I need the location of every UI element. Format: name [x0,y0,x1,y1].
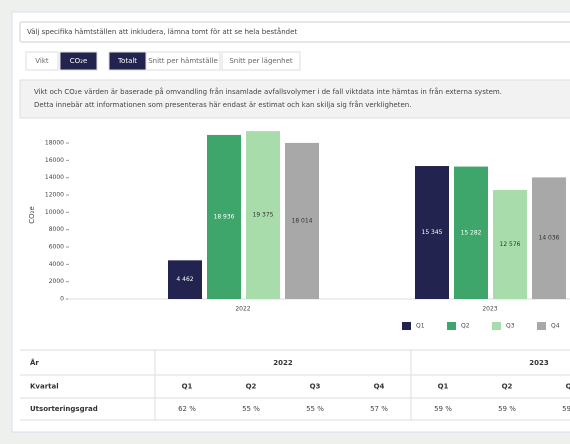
tab-label: Totalt [117,57,137,65]
y-tick-label: 2000 [49,278,64,285]
tab-label: CO₂e [70,57,88,65]
bar [168,260,202,299]
table-cell: Q2 [246,383,257,391]
legend-swatch [492,322,501,330]
notice-line: Vikt och CO₂e värden är baserade på omva… [34,87,502,96]
legend-swatch [537,322,546,330]
tab[interactable] [59,51,98,71]
table-cell: 59 % [562,405,570,413]
tab[interactable] [25,51,59,71]
table-cell: 59 % [498,405,516,413]
y-tick-label: 16000 [45,157,64,164]
value-label: 12 576 [500,241,521,248]
legend-label[interactable]: Q2 [461,323,470,330]
x-tick-label: 2023 [482,306,497,313]
legend-label[interactable]: Q4 [551,323,560,330]
tab-label: Vikt [35,57,49,65]
bar [454,166,488,299]
tab-label: Snitt per hämtställe [148,57,218,65]
bar [246,131,280,299]
y-tick-label: 18000 [45,140,64,147]
x-tick-label: 2022 [235,306,250,313]
table-header: 2023 [529,359,549,367]
value-label: 14 036 [539,235,560,242]
notice-box [19,79,570,119]
bar [285,142,319,299]
table-cell: 59 % [434,405,452,413]
tab-label: Snitt per lägenhet [229,57,293,65]
bar [207,134,241,299]
bar [493,190,527,299]
table-cell: Q4 [374,383,385,391]
table-cell: 55 % [242,405,260,413]
legend-label[interactable]: Q1 [416,323,425,330]
table-cell: 57 % [370,405,388,413]
y-tick-label: 4000 [49,261,64,268]
table-row-label: Utsorteringsgrad [30,405,98,413]
table-cell: Q3 [566,383,570,391]
table-cell: Q3 [310,383,321,391]
table-header: 2022 [273,359,293,367]
legend-swatch [402,322,411,330]
value-label: 15 282 [461,229,482,236]
value-label: 4 462 [176,276,193,283]
table-cell: 55 % [306,405,324,413]
value-label: 18 936 [214,213,235,220]
value-label: 15 345 [422,229,443,236]
bar [415,166,449,299]
bar [532,177,566,299]
y-tick-label: 10000 [45,209,64,216]
value-label: 19 375 [253,212,274,219]
filter-placeholder: Välj specifika hämtställen att inkludera… [27,27,297,36]
legend-label[interactable]: Q3 [506,323,515,330]
table-cell: Q2 [502,383,513,391]
table-cell: Q1 [182,383,193,391]
y-tick-label: 6000 [49,244,64,251]
notice-line: Detta innebär att informationen som pres… [34,100,411,109]
table-row-label: Kvartal [30,383,59,391]
legend-swatch [447,322,456,330]
filter-input[interactable] [19,21,570,43]
table-cell: 62 % [178,405,196,413]
y-tick-label: 8000 [49,226,64,233]
y-tick-label: 0 [60,296,64,303]
table-cell: Q1 [438,383,449,391]
value-label: 18 014 [292,217,313,224]
y-tick-label: 14000 [45,174,64,181]
tab[interactable] [145,51,221,71]
tab[interactable] [221,51,301,71]
y-tick-label: 12000 [45,192,64,199]
y-axis-label: CO₂e [28,206,36,224]
table-header: År [30,358,39,367]
